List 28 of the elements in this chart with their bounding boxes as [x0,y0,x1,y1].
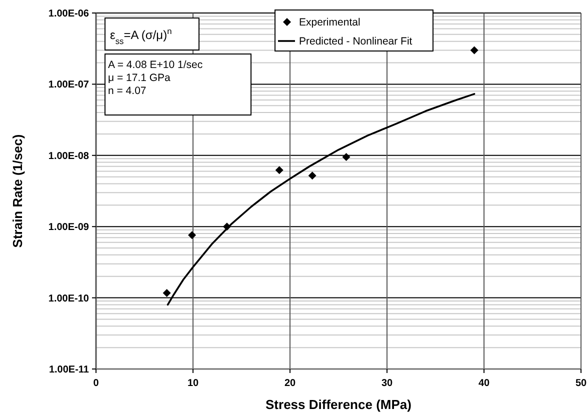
y-tick-label: 1.00E-09 [48,222,90,234]
point [470,46,478,54]
legend-label: Experimental [299,16,360,29]
x-tick-label: 30 [381,378,393,389]
point [188,231,196,240]
y-tick-label: 1.00E-11 [48,364,90,376]
annotation: n = 4.07 [108,85,146,97]
legend-label: Predicted - Nonlinear Fit [299,36,412,48]
x-tick-label: 0 [93,378,100,389]
x-axis-title: Stress Difference (MPa) [266,397,412,412]
y-tick-label: 1.00E-10 [48,293,90,304]
annotation: A = 4.08 E+10 1/sec [108,59,203,71]
parameter-box: A = 4.08 E+10 1/sec μ = 17.1 GPa n = 4.07 [104,54,252,116]
y-axis-title: Strain Rate (1/sec) [10,134,25,248]
x-tick-label: 10 [187,378,199,389]
annotation: ε$_{ss}$=A (σ/μ)$^{n}$ [110,26,172,46]
y-tick-label: 1.00E-08 [48,150,90,162]
point [275,166,284,174]
y-tick-label: 1.00E-07 [48,80,90,91]
formula-box: ε$_{ss}$=A (σ/μ)$^{n}$ [104,18,200,50]
x-tick-label: 20 [284,378,296,389]
y-tick-label: 1.00E-06 [48,8,90,20]
x-tick-label: 40 [478,378,490,389]
annotation: μ = 17.1 GPa [108,72,171,84]
point [308,172,316,180]
x-tick-label: 50 [575,378,587,389]
point [342,152,350,161]
point [162,288,171,297]
